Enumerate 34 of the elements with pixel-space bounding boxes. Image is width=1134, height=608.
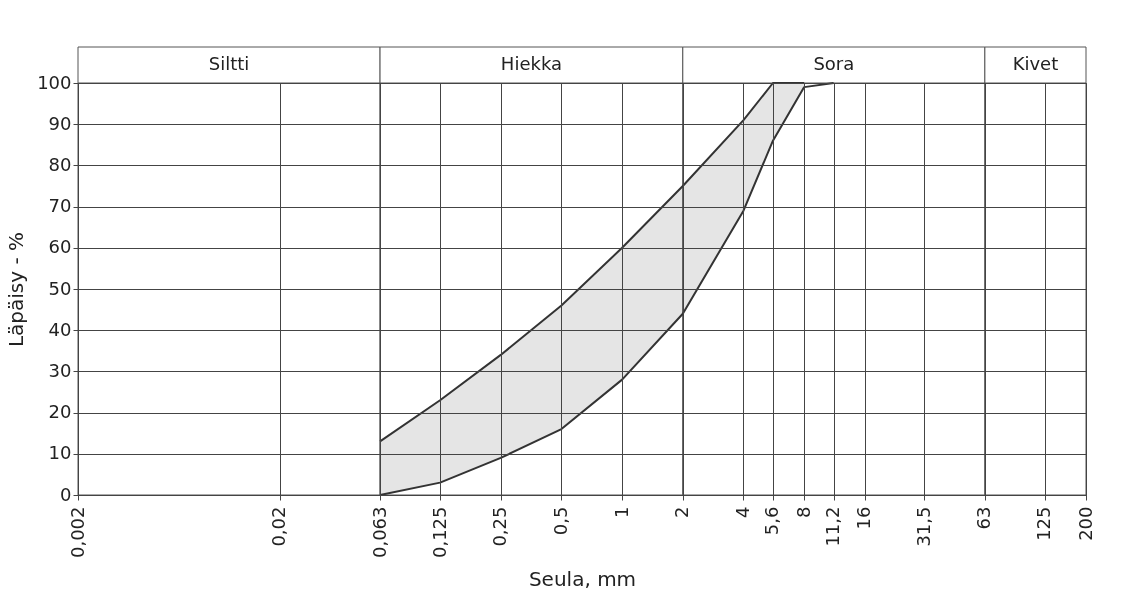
y-tick-label: 40 xyxy=(48,318,72,340)
x-tick-label: 200 xyxy=(1074,506,1096,541)
band-label: Siltti xyxy=(208,53,250,74)
x-tick-label: 8 xyxy=(792,506,814,518)
y-tick-label: 10 xyxy=(48,442,72,464)
x-tick-label: 0,02 xyxy=(268,506,290,547)
x-tick-label: 4 xyxy=(731,506,753,518)
y-axis-title: Läpäisy - % xyxy=(4,231,29,348)
y-tick-label: 90 xyxy=(48,112,72,134)
y-tick-label: 30 xyxy=(48,359,72,381)
x-tick-label: 0,5 xyxy=(549,506,571,536)
x-axis-title: Seula, mm xyxy=(528,567,637,592)
x-tick-label: 0,002 xyxy=(66,506,88,559)
x-tick-label: 31,5 xyxy=(912,506,934,547)
y-tick-label: 60 xyxy=(48,236,72,258)
x-tick-label: 11,2 xyxy=(822,506,844,547)
band-label: Kivet xyxy=(1012,53,1059,74)
x-tick-label: 1 xyxy=(610,506,632,518)
x-tick-label: 125 xyxy=(1033,506,1055,541)
x-tick-label: 2 xyxy=(671,506,693,518)
y-tick-label: 50 xyxy=(48,277,72,299)
x-tick-label: 16 xyxy=(853,506,875,530)
band-label: Hiekka xyxy=(500,53,563,74)
y-tick-label: 70 xyxy=(48,195,72,217)
x-tick-label: 0,25 xyxy=(489,506,511,547)
x-tick-label: 63 xyxy=(973,506,995,530)
y-tick-label: 100 xyxy=(37,71,72,93)
x-tick-label: 0,125 xyxy=(428,506,450,559)
y-tick-label: 80 xyxy=(48,153,72,175)
x-tick-label: 0,063 xyxy=(368,506,390,559)
y-tick-label: 20 xyxy=(48,401,72,423)
band-label: Sora xyxy=(813,53,855,74)
y-tick-label: 0 xyxy=(60,483,72,505)
x-tick-label: 5,6 xyxy=(761,506,783,536)
